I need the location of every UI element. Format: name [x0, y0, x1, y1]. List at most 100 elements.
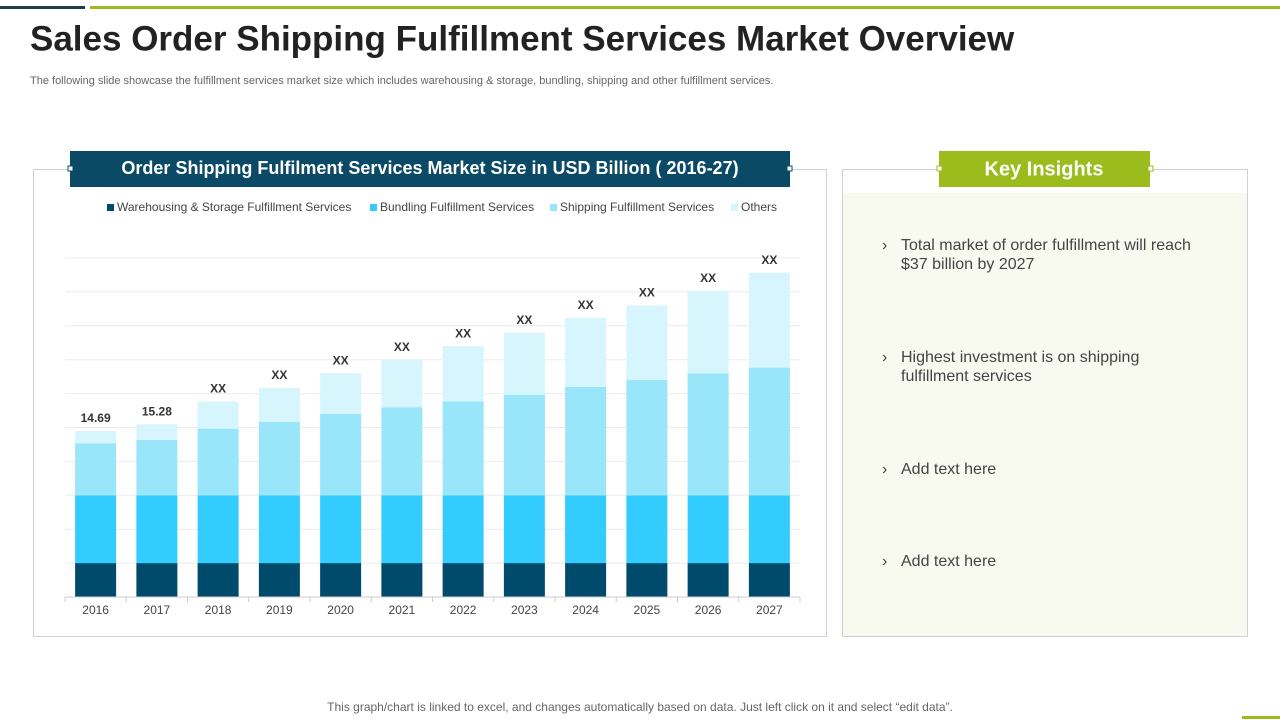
bar-segment — [258, 421, 300, 496]
bar-segment — [136, 563, 178, 597]
bar-segment — [626, 380, 668, 496]
bar-segment — [320, 413, 362, 496]
bar-segment — [565, 495, 607, 564]
bar-segment — [442, 346, 484, 402]
bar-segment — [75, 563, 117, 597]
bar-segment — [197, 401, 239, 429]
slide-subtitle: The following slide showcase the fulfill… — [30, 75, 773, 87]
x-tick-label: 2026 — [695, 603, 722, 617]
x-tick-label: 2027 — [756, 603, 783, 617]
bar-segment — [687, 563, 729, 597]
total-label: XX — [516, 313, 532, 327]
total-label: 14.69 — [81, 411, 111, 425]
bar-segment — [442, 495, 484, 564]
bar-segment — [748, 563, 790, 597]
bar-segment — [75, 431, 117, 444]
bar-segment — [503, 563, 545, 597]
insight-text: Highest investment is on shipping — [901, 349, 1139, 366]
handle — [67, 165, 74, 172]
bar-segment — [320, 563, 362, 597]
x-tick-label: 2022 — [450, 603, 477, 617]
insight-text: Total market of order fulfillment will r… — [901, 237, 1191, 254]
bar-segment — [503, 332, 545, 395]
insights-header — [939, 151, 1150, 187]
handle — [786, 165, 793, 172]
total-label: XX — [578, 298, 594, 312]
bar-segment — [136, 439, 178, 496]
legend-swatch — [550, 204, 557, 211]
bar-segment — [258, 563, 300, 597]
legend-label: Others — [741, 200, 777, 214]
x-tick-label: 2023 — [511, 603, 538, 617]
total-label: 15.28 — [142, 405, 172, 419]
bar-segment — [687, 373, 729, 496]
bar-segment — [197, 428, 239, 496]
insight-text: fulfillment services — [901, 368, 1032, 385]
top-accent-green — [90, 6, 1280, 9]
total-label: XX — [394, 340, 410, 354]
bar-segment — [626, 495, 668, 564]
bar-segment — [258, 495, 300, 564]
handle — [936, 165, 943, 172]
x-tick-label: 2016 — [82, 603, 109, 617]
x-tick-label: 2019 — [266, 603, 293, 617]
bar-segment — [136, 424, 178, 440]
total-label: XX — [761, 253, 777, 267]
footer-note: This graph/chart is linked to excel, and… — [327, 700, 953, 714]
top-accent-dark — [0, 6, 85, 9]
total-label: XX — [271, 368, 287, 382]
bar-segment — [565, 317, 607, 387]
bar-segment — [381, 359, 423, 408]
bar-segment — [748, 367, 790, 496]
slide-title: Sales Order Shipping Fulfillment Service… — [30, 19, 1015, 58]
bar-segment — [687, 495, 729, 564]
bar-segment — [503, 495, 545, 564]
bar-segment — [626, 305, 668, 381]
bullet: › — [882, 461, 887, 478]
bar-segment — [320, 495, 362, 564]
total-label: XX — [455, 326, 471, 340]
insight-text: $37 billion by 2027 — [901, 256, 1035, 273]
chart-header — [70, 151, 790, 187]
legend-swatch — [107, 204, 114, 211]
total-label: XX — [639, 286, 655, 300]
total-label: XX — [210, 382, 226, 396]
bar-segment — [748, 495, 790, 564]
bar-segment — [75, 443, 117, 496]
bar-segment — [320, 373, 362, 414]
total-label: XX — [333, 353, 349, 367]
insights-title: Key Insights — [985, 158, 1104, 180]
legend-swatch — [731, 204, 738, 211]
x-tick-label: 2025 — [634, 603, 661, 617]
bar-segment — [381, 563, 423, 597]
bullet: › — [882, 349, 887, 366]
bar-segment — [687, 290, 729, 374]
x-tick-label: 2017 — [144, 603, 171, 617]
bar-segment — [381, 495, 423, 564]
bar-segment — [626, 563, 668, 597]
legend-label: Shipping Fulfillment Services — [560, 200, 714, 214]
total-label: XX — [700, 271, 716, 285]
legend-swatch — [370, 204, 377, 211]
handle — [1147, 165, 1154, 172]
bottom-accent — [1242, 716, 1280, 719]
x-tick-label: 2024 — [572, 603, 599, 617]
bar-segment — [565, 563, 607, 597]
bar-segment — [565, 386, 607, 496]
bar-segment — [748, 272, 790, 368]
legend-label: Warehousing & Storage Fulfillment Servic… — [117, 200, 351, 214]
bar-segment — [136, 495, 178, 564]
x-tick-label: 2020 — [327, 603, 354, 617]
legend-label: Bundling Fulfillment Services — [380, 200, 534, 214]
bar-segment — [442, 563, 484, 597]
bar-segment — [503, 394, 545, 496]
bar-segment — [381, 407, 423, 496]
bar-segment — [258, 387, 300, 422]
insight-text: Add text here — [901, 461, 996, 478]
x-tick-label: 2018 — [205, 603, 232, 617]
chart-title: Order Shipping Fulfilment Services Marke… — [121, 158, 738, 178]
bullet: › — [882, 553, 887, 570]
bar-segment — [197, 563, 239, 597]
bar-segment — [75, 495, 117, 564]
